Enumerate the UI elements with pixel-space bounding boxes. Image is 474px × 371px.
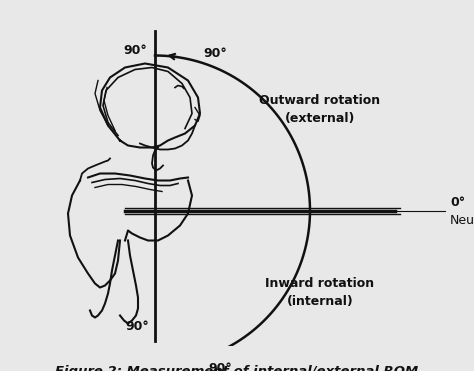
Text: 90°: 90°	[125, 321, 149, 334]
Text: Figure 2: Measurement of internal/external ROM: Figure 2: Measurement of internal/extern…	[55, 365, 419, 371]
Text: Neutral: Neutral	[450, 214, 474, 227]
Text: (internal): (internal)	[287, 295, 354, 308]
Text: Inward rotation: Inward rotation	[265, 277, 374, 290]
Text: 90°: 90°	[123, 43, 147, 56]
Text: 90°: 90°	[203, 47, 227, 60]
Text: 90°: 90°	[208, 362, 232, 371]
Text: (external): (external)	[285, 112, 355, 125]
Text: 0°: 0°	[450, 196, 465, 209]
Text: Outward rotation: Outward rotation	[259, 94, 381, 107]
